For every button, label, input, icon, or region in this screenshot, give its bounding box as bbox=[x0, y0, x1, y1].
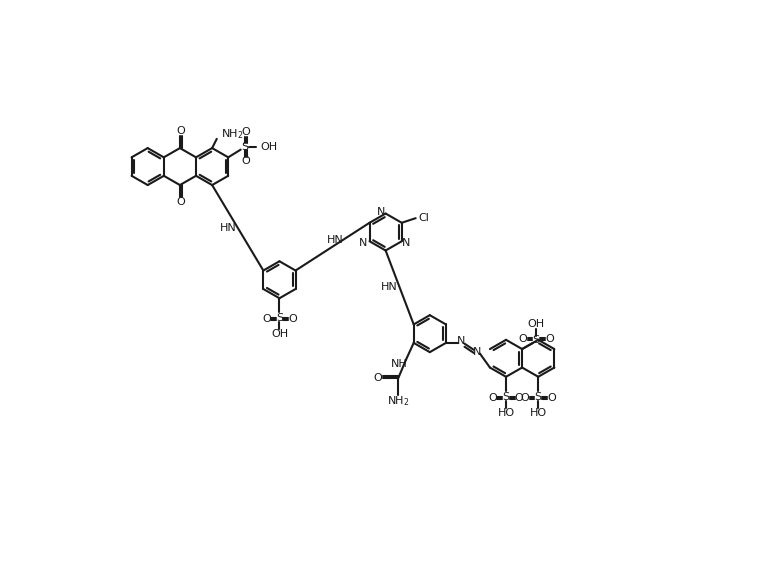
Text: O: O bbox=[242, 127, 251, 137]
Text: O: O bbox=[489, 393, 497, 403]
Text: NH: NH bbox=[391, 359, 408, 369]
Text: O: O bbox=[176, 126, 185, 136]
Text: N: N bbox=[473, 347, 481, 357]
Text: N: N bbox=[359, 238, 368, 248]
Text: N: N bbox=[402, 238, 410, 248]
Text: O: O bbox=[545, 334, 553, 344]
Text: NH$_2$: NH$_2$ bbox=[387, 394, 410, 408]
Text: OH: OH bbox=[527, 319, 545, 329]
Text: O: O bbox=[176, 197, 185, 207]
Text: HN: HN bbox=[328, 236, 344, 246]
Text: O: O bbox=[374, 373, 382, 383]
Text: O: O bbox=[518, 334, 527, 344]
Text: O: O bbox=[515, 393, 524, 403]
Text: O: O bbox=[242, 156, 251, 166]
Text: HO: HO bbox=[498, 408, 515, 418]
Text: S: S bbox=[276, 314, 283, 323]
Text: N: N bbox=[458, 336, 466, 346]
Text: S: S bbox=[242, 142, 249, 152]
Text: HN: HN bbox=[381, 282, 397, 292]
Text: NH$_2$: NH$_2$ bbox=[221, 127, 244, 141]
Text: O: O bbox=[288, 314, 297, 324]
Text: OH: OH bbox=[261, 142, 278, 152]
Text: O: O bbox=[547, 393, 556, 403]
Text: HO: HO bbox=[530, 408, 546, 418]
Text: O: O bbox=[262, 314, 271, 324]
Text: HN: HN bbox=[220, 223, 237, 233]
Text: O: O bbox=[521, 393, 530, 403]
Text: OH: OH bbox=[271, 329, 288, 339]
Text: N: N bbox=[377, 207, 385, 217]
Text: S: S bbox=[535, 392, 542, 402]
Text: S: S bbox=[533, 335, 540, 345]
Text: Cl: Cl bbox=[418, 213, 429, 223]
Text: S: S bbox=[502, 392, 510, 402]
